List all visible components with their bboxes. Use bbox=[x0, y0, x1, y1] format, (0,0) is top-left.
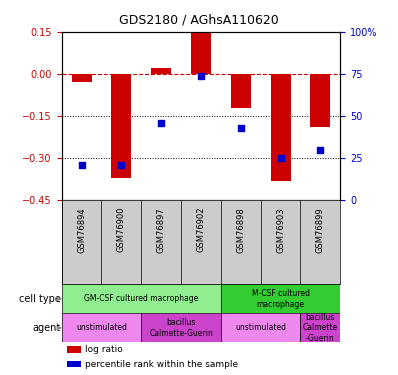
Text: bacillus
Calmette
-Guerin: bacillus Calmette -Guerin bbox=[303, 313, 338, 343]
Bar bbox=[231, 74, 251, 108]
Point bbox=[277, 155, 284, 161]
Text: GSM76894: GSM76894 bbox=[77, 207, 86, 253]
Text: bacillus
Calmette-Guerin: bacillus Calmette-Guerin bbox=[149, 318, 213, 338]
Bar bbox=[191, 32, 211, 74]
Text: GDS2180 / AGhsA110620: GDS2180 / AGhsA110620 bbox=[119, 13, 279, 26]
Bar bbox=[151, 68, 171, 74]
Bar bbox=[67, 360, 81, 368]
Bar bbox=[62, 284, 221, 314]
Text: M-CSF cultured
macrophage: M-CSF cultured macrophage bbox=[252, 289, 310, 309]
Text: GSM76903: GSM76903 bbox=[276, 207, 285, 253]
Text: GSM76900: GSM76900 bbox=[117, 207, 126, 252]
Bar bbox=[271, 74, 291, 181]
Text: GM-CSF cultured macrophage: GM-CSF cultured macrophage bbox=[84, 294, 199, 303]
Point bbox=[78, 162, 85, 168]
Text: cell type: cell type bbox=[19, 294, 61, 304]
Text: log ratio: log ratio bbox=[86, 345, 123, 354]
Text: GSM76899: GSM76899 bbox=[316, 207, 325, 253]
Bar bbox=[221, 314, 300, 342]
Text: GSM76898: GSM76898 bbox=[236, 207, 245, 253]
Text: percentile rank within the sample: percentile rank within the sample bbox=[86, 360, 238, 369]
Bar bbox=[221, 284, 340, 314]
Text: agent: agent bbox=[33, 323, 61, 333]
Bar bbox=[62, 314, 141, 342]
Bar bbox=[111, 74, 131, 178]
Bar bbox=[72, 74, 92, 82]
Bar bbox=[310, 74, 330, 127]
Point bbox=[198, 73, 204, 79]
Text: GSM76902: GSM76902 bbox=[197, 207, 205, 252]
Text: GSM76897: GSM76897 bbox=[157, 207, 166, 253]
Bar bbox=[141, 314, 221, 342]
Text: unstimulated: unstimulated bbox=[235, 323, 286, 332]
Text: unstimulated: unstimulated bbox=[76, 323, 127, 332]
Point bbox=[317, 147, 324, 153]
Bar bbox=[300, 314, 340, 342]
Point bbox=[238, 125, 244, 131]
Point bbox=[118, 162, 125, 168]
Point bbox=[158, 120, 164, 126]
Bar bbox=[67, 346, 81, 353]
